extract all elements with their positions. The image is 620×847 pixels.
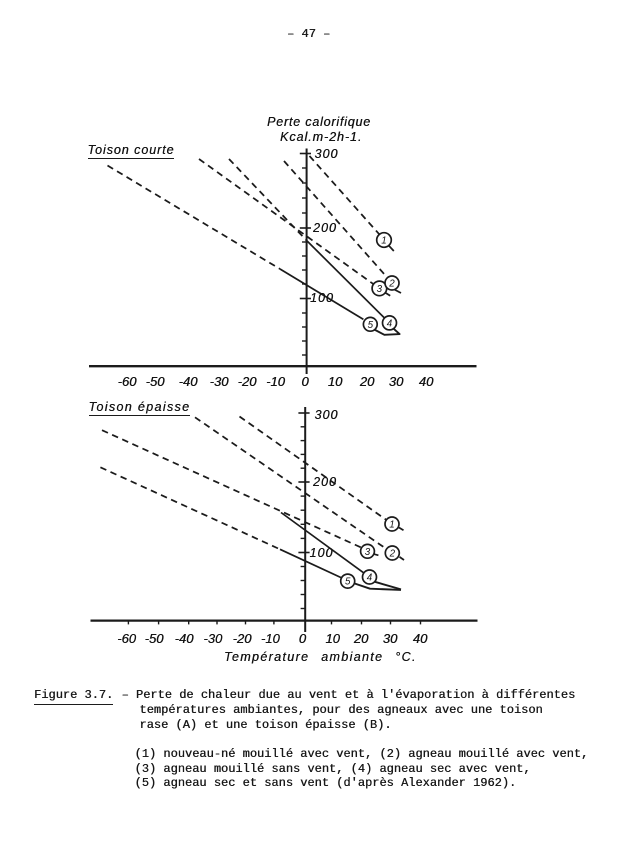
svg-text:1: 1 [389, 520, 394, 531]
svg-text:4: 4 [387, 319, 393, 330]
svg-text:3: 3 [377, 284, 383, 295]
svg-text:2: 2 [389, 549, 396, 560]
svg-text:1: 1 [381, 236, 386, 247]
svg-text:5: 5 [345, 577, 351, 588]
svg-text:4: 4 [367, 573, 373, 584]
svg-text:3: 3 [365, 547, 371, 558]
svg-text:5: 5 [368, 320, 374, 331]
svg-text:2: 2 [388, 279, 395, 290]
